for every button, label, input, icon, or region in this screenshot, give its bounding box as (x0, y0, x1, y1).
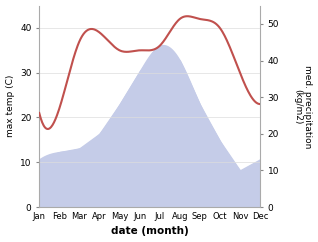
Y-axis label: med. precipitation
(kg/m2): med. precipitation (kg/m2) (293, 65, 313, 148)
X-axis label: date (month): date (month) (111, 227, 189, 236)
Y-axis label: max temp (C): max temp (C) (5, 75, 15, 137)
